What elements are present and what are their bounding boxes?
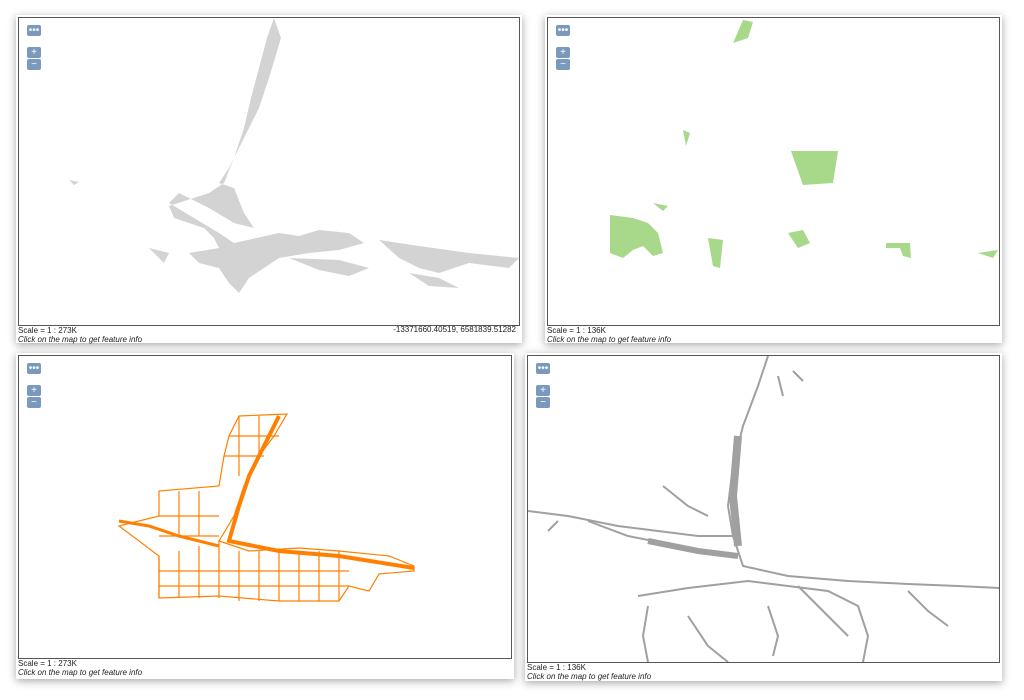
zoom-in-button[interactable]: + bbox=[27, 47, 41, 58]
menu-button[interactable]: ••• bbox=[27, 363, 41, 374]
scale-text: Scale = 1 : 136K bbox=[527, 663, 586, 672]
map[interactable]: ••• + − bbox=[18, 355, 512, 659]
info-text: Click on the map to get feature info bbox=[18, 668, 143, 677]
map-panel: ••• + − Scale = 1 : 136K Click on the ma… bbox=[525, 353, 1002, 681]
scale-text: Scale = 1 : 273K bbox=[18, 659, 77, 668]
map-layer bbox=[610, 20, 998, 268]
map-layer bbox=[528, 356, 999, 662]
zoom-in-button[interactable]: + bbox=[27, 385, 41, 396]
map-footer: Scale = 1 : 136K Click on the map to get… bbox=[527, 663, 651, 681]
map-footer: Scale = 1 : 273K Click on the map to get… bbox=[18, 659, 142, 677]
map-footer: Scale = 1 : 136K Click on the map to get… bbox=[547, 326, 671, 344]
zoom-in-button[interactable]: + bbox=[556, 47, 570, 58]
map-panel: ••• + − Scale = 1 : 273K Click on the ma… bbox=[16, 353, 514, 679]
map-panel: ••• + − Scale = 1 : 136K Click on the ma… bbox=[545, 15, 1002, 344]
info-text: Click on the map to get feature info bbox=[547, 335, 672, 344]
menu-button[interactable]: ••• bbox=[27, 25, 41, 36]
zoom-out-button[interactable]: − bbox=[27, 59, 41, 70]
map-footer: Scale = 1 : 273K Click on the map to get… bbox=[18, 326, 142, 344]
info-text: Click on the map to get feature info bbox=[527, 672, 652, 681]
map[interactable]: ••• + − bbox=[18, 17, 520, 326]
zoom-out-button[interactable]: − bbox=[27, 397, 41, 408]
info-text: Click on the map to get feature info bbox=[18, 335, 143, 344]
coordinates: -13371660.40519, 6581839.51282 bbox=[393, 325, 516, 334]
map[interactable]: ••• + − bbox=[547, 17, 1000, 326]
zoom-in-button[interactable]: + bbox=[536, 385, 550, 396]
scale-text: Scale = 1 : 273K bbox=[18, 326, 77, 335]
zoom-out-button[interactable]: − bbox=[556, 59, 570, 70]
menu-button[interactable]: ••• bbox=[536, 363, 550, 374]
zoom-out-button[interactable]: − bbox=[536, 397, 550, 408]
map-layer bbox=[69, 18, 519, 293]
map-panel: ••• + − Scale = 1 : 273K Click on the ma… bbox=[16, 15, 522, 344]
scale-text: Scale = 1 : 136K bbox=[547, 326, 606, 335]
menu-button[interactable]: ••• bbox=[556, 25, 570, 36]
map[interactable]: ••• + − bbox=[527, 355, 1000, 663]
map-layer bbox=[117, 413, 415, 602]
